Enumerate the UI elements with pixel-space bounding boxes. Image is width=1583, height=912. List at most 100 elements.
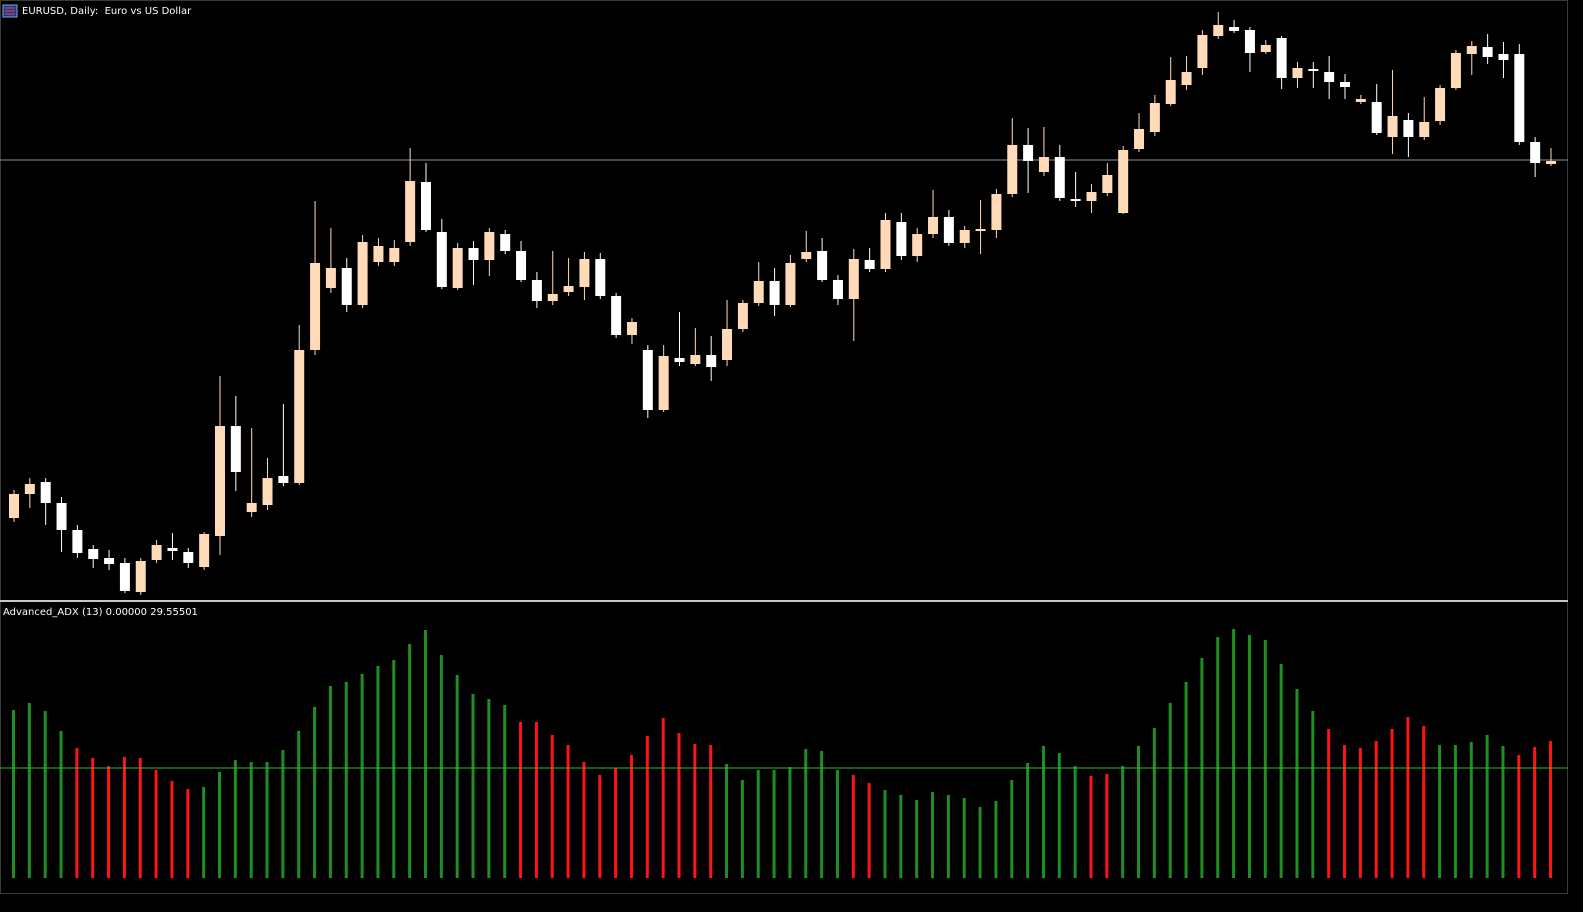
candle-body <box>563 286 574 292</box>
candle-body <box>1229 27 1240 31</box>
candle-body <box>1482 47 1493 57</box>
candle-body <box>389 248 400 262</box>
histogram-bar <box>1105 774 1109 878</box>
histogram-bar <box>439 655 443 878</box>
histogram-bar <box>1010 780 1014 878</box>
candle-body <box>167 548 178 551</box>
histogram-bar <box>1152 728 1156 878</box>
candle-body <box>1213 25 1224 36</box>
candle-body <box>1276 38 1287 78</box>
histogram-bar <box>1485 735 1489 878</box>
histogram-bar <box>1247 635 1251 878</box>
candle-body <box>626 322 637 335</box>
histogram-bar <box>820 751 824 878</box>
candle-body <box>310 263 321 350</box>
candle-body <box>341 268 352 305</box>
histogram-bar <box>1390 729 1394 878</box>
histogram-bar <box>851 775 855 878</box>
candle-body <box>72 530 83 553</box>
histogram-bar <box>740 780 744 878</box>
candle-body <box>452 248 463 288</box>
histogram-bar <box>27 703 31 878</box>
histogram-bar <box>915 800 919 878</box>
candle-body <box>1340 82 1351 87</box>
candle-body <box>436 232 447 287</box>
candle-body <box>24 484 35 494</box>
candle-body <box>1498 54 1509 60</box>
candle-body <box>912 234 923 256</box>
histogram-bar <box>931 792 935 878</box>
histogram-bar <box>91 758 95 878</box>
candle-body <box>880 220 891 269</box>
histogram-bar <box>788 767 792 878</box>
candle-body <box>119 563 130 591</box>
candle-body <box>785 263 796 305</box>
histogram-bar <box>455 675 459 878</box>
histogram-bar <box>1263 640 1267 878</box>
candle-body <box>56 503 67 530</box>
histogram-bar <box>1279 664 1283 878</box>
candle-body <box>1102 175 1113 193</box>
candle-body <box>1371 102 1382 133</box>
histogram-bar <box>835 770 839 878</box>
histogram-bar <box>360 674 364 878</box>
histogram-bar <box>1438 745 1442 878</box>
candle-body <box>420 182 431 230</box>
candle-body <box>230 426 241 472</box>
histogram-bar <box>1089 776 1093 878</box>
histogram-bar <box>408 644 412 878</box>
candle-body <box>531 280 542 301</box>
histogram-bar <box>423 630 427 878</box>
candle-body <box>658 356 669 410</box>
candle-body <box>40 482 51 503</box>
candle-body <box>1197 35 1208 68</box>
histogram-bar <box>12 710 15 878</box>
histogram-bar <box>59 731 63 878</box>
candle-body <box>9 494 19 518</box>
candle-body <box>373 246 384 262</box>
candle-body <box>753 281 764 303</box>
histogram-bar <box>1327 729 1331 878</box>
candle-body <box>595 259 606 296</box>
histogram-bar <box>1343 745 1347 878</box>
candle-body <box>642 350 653 410</box>
histogram-bar <box>487 699 491 878</box>
candle-body <box>104 558 115 564</box>
histogram-bar <box>1295 689 1299 878</box>
histogram-bar <box>1073 766 1077 878</box>
histogram-bar <box>503 705 507 878</box>
histogram-bar <box>534 722 538 878</box>
candle-body <box>928 217 939 234</box>
chart-title: EURUSD, Daily: Euro vs US Dollar <box>22 6 192 17</box>
histogram-bar <box>1406 717 1410 878</box>
histogram-bar <box>946 795 950 878</box>
candle-body <box>1260 45 1271 52</box>
candle-body <box>975 229 986 231</box>
histogram-bar <box>1469 742 1473 878</box>
histogram-bar <box>170 781 174 878</box>
candle-body <box>674 358 685 362</box>
histogram-bar <box>471 694 475 878</box>
histogram-bar <box>1422 726 1426 878</box>
candle-body <box>1403 120 1414 137</box>
histogram-bar <box>75 748 79 878</box>
candle-body <box>357 242 368 305</box>
histogram-bar <box>1501 746 1505 878</box>
histogram-bar <box>550 735 554 878</box>
symbol-icon <box>2 4 18 18</box>
histogram-bar <box>756 770 760 878</box>
histogram-bar <box>582 762 586 878</box>
candle-body <box>183 552 194 563</box>
candle-body <box>468 248 479 260</box>
candle-body <box>1244 30 1255 53</box>
candle-body <box>325 268 336 288</box>
candle-body <box>1466 46 1477 54</box>
histogram-bar <box>772 770 776 878</box>
histogram-bar <box>661 718 665 878</box>
candle-body <box>1435 88 1446 121</box>
candle-body <box>1530 142 1541 163</box>
candle-body <box>484 232 495 260</box>
histogram-bar <box>249 762 253 878</box>
